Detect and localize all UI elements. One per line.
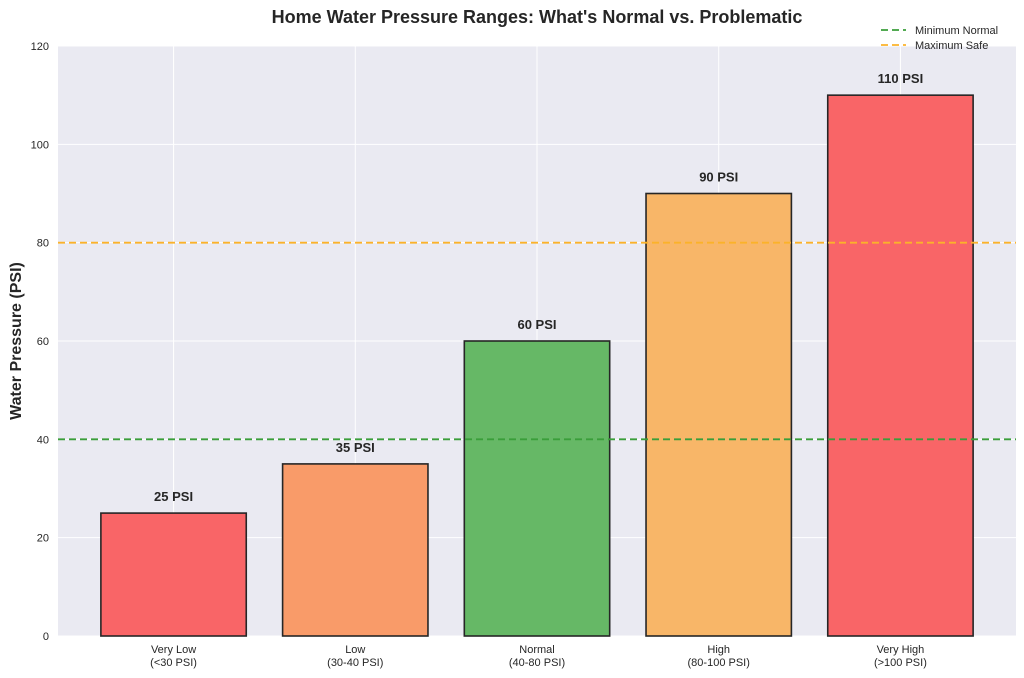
y-axis-label: Water Pressure (PSI) <box>8 262 25 420</box>
y-tick-label: 80 <box>37 238 49 250</box>
x-tick-label: (>100 PSI) <box>874 657 927 669</box>
y-tick-label: 20 <box>37 533 49 545</box>
legend-label: Minimum Normal <box>915 25 998 37</box>
y-tick-label: 60 <box>37 336 49 348</box>
chart-title: Home Water Pressure Ranges: What's Norma… <box>272 7 803 27</box>
x-tick-label: Very Low <box>151 644 196 656</box>
data-label: 35 PSI <box>336 440 375 455</box>
y-tick-label: 40 <box>37 434 49 446</box>
x-tick-label: High <box>707 644 730 656</box>
bar <box>826 94 974 637</box>
bar <box>281 463 429 637</box>
y-tick-label: 120 <box>31 41 49 53</box>
data-label: 90 PSI <box>699 170 738 185</box>
bar <box>463 340 611 637</box>
data-label: 110 PSI <box>878 71 924 86</box>
x-tick-label: (<30 PSI) <box>150 657 197 669</box>
x-tick-label: Very High <box>877 644 925 656</box>
x-tick-label: (40-80 PSI) <box>509 657 565 669</box>
y-tick-label: 100 <box>31 139 49 151</box>
x-tick-label: Low <box>345 644 365 656</box>
legend: Minimum Normal Maximum Safe <box>881 25 998 52</box>
y-tick-label: 0 <box>43 631 49 643</box>
x-tick-label: (80-100 PSI) <box>688 657 750 669</box>
x-tick-label: Normal <box>519 644 554 656</box>
legend-label: Maximum Safe <box>915 40 988 52</box>
bar <box>645 192 793 637</box>
data-label: 60 PSI <box>517 317 556 332</box>
bar <box>100 512 248 637</box>
x-tick-label: (30-40 PSI) <box>327 657 383 669</box>
data-label: 25 PSI <box>154 489 193 504</box>
